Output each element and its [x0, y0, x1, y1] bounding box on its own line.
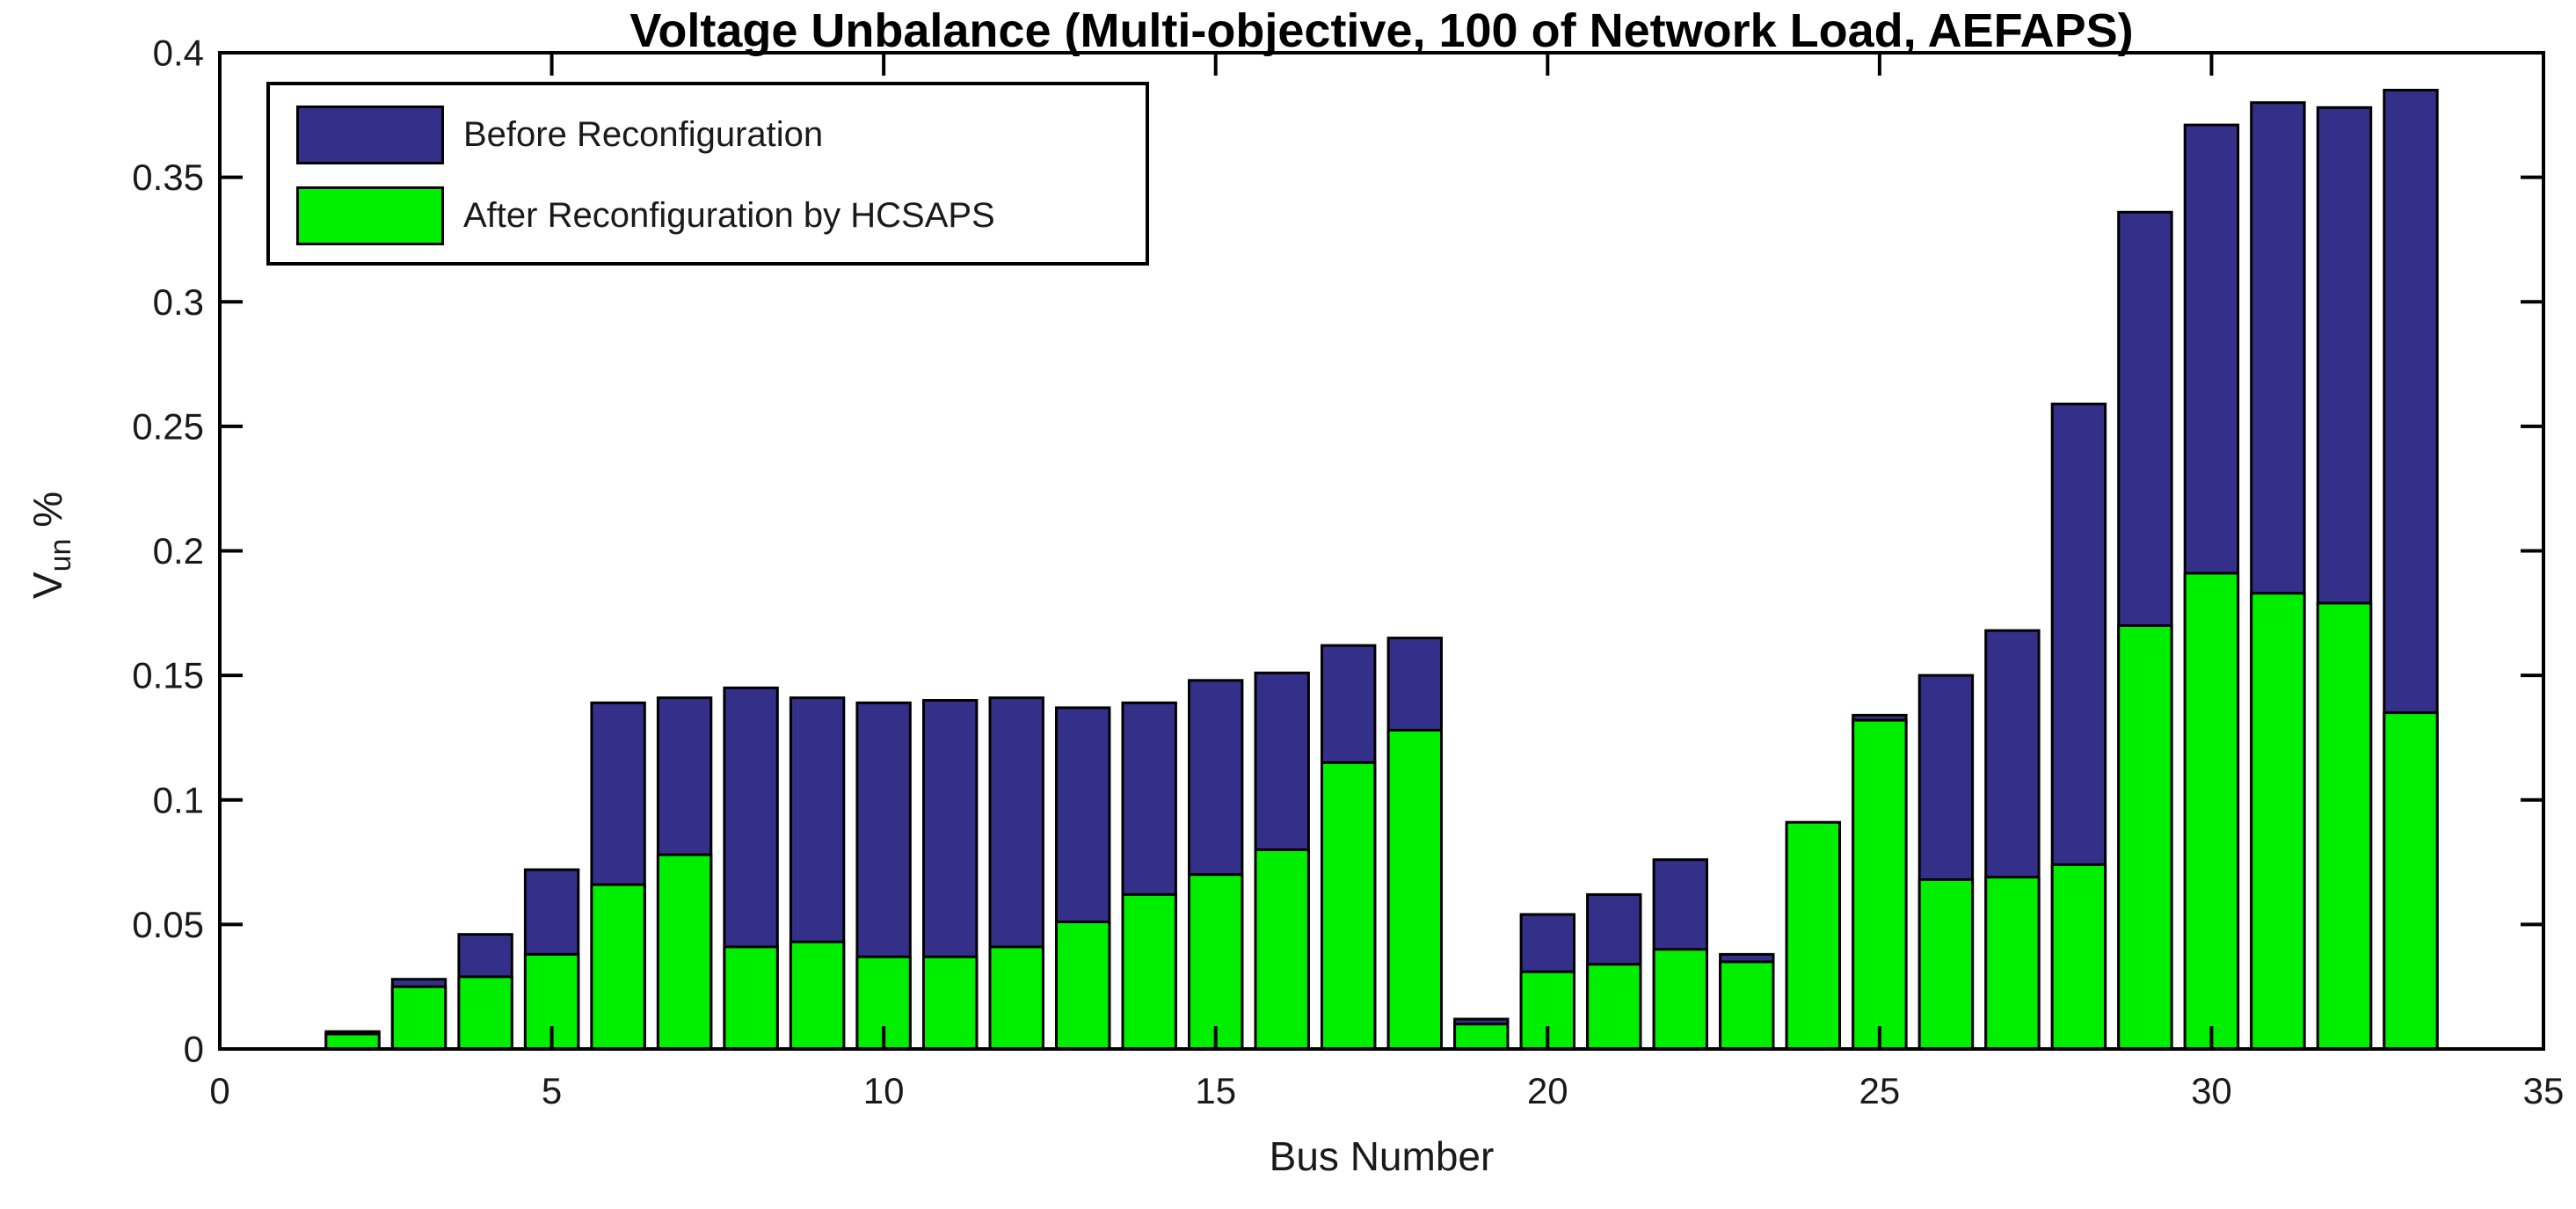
bar-after-bus-7 — [656, 853, 713, 1051]
bar-after-bus-21 — [1586, 963, 1642, 1051]
x-tick-label: 35 — [2523, 1070, 2565, 1111]
bar-after-bus-3 — [390, 985, 448, 1051]
bar-after-bus-33 — [2383, 711, 2439, 1051]
bar-after-bus-27 — [1984, 876, 2041, 1051]
y-tick-label: 0.05 — [132, 904, 204, 945]
y-tick-label: 0 — [184, 1029, 204, 1070]
y-tick-label: 0.25 — [132, 405, 204, 447]
x-tick-label: 0 — [209, 1070, 229, 1111]
bar-after-bus-13 — [1055, 921, 1111, 1051]
legend-label-after: After Reconfiguration by HCSAPS — [463, 196, 995, 235]
bar-after-bus-16 — [1254, 848, 1310, 1051]
x-tick-label: 15 — [1195, 1070, 1236, 1111]
bar-after-bus-25 — [1852, 718, 1908, 1051]
bar-after-bus-26 — [1917, 878, 1975, 1051]
after-swatch-icon — [296, 186, 444, 245]
bar-after-bus-14 — [1121, 892, 1177, 1051]
x-tick-label: 20 — [1527, 1070, 1568, 1111]
y-tick-label: 0.15 — [132, 655, 204, 696]
x-tick-label: 25 — [1859, 1070, 1900, 1111]
bar-after-bus-17 — [1321, 761, 1377, 1051]
x-tick-label: 10 — [863, 1070, 905, 1111]
y-tick-label: 0.35 — [132, 157, 204, 198]
y-tick-label: 0.2 — [153, 530, 204, 572]
y-tick-label: 0.1 — [153, 779, 204, 820]
bar-after-bus-18 — [1386, 728, 1443, 1051]
bar-after-bus-24 — [1785, 820, 1841, 1051]
bar-after-bus-28 — [2050, 863, 2107, 1051]
bar-after-bus-19 — [1453, 1023, 1510, 1051]
bar-after-bus-11 — [922, 955, 979, 1051]
before-swatch-icon — [296, 106, 444, 164]
bar-after-bus-2 — [324, 1032, 381, 1051]
legend: Before Reconfiguration After Reconfigura… — [266, 82, 1149, 266]
legend-item-after: After Reconfiguration by HCSAPS — [296, 186, 995, 245]
bar-after-bus-12 — [988, 945, 1044, 1051]
bar-after-bus-22 — [1652, 948, 1708, 1051]
x-tick-label: 5 — [542, 1070, 562, 1111]
bar-after-bus-31 — [2250, 592, 2306, 1051]
legend-item-before: Before Reconfiguration — [296, 106, 823, 164]
bar-after-bus-32 — [2316, 601, 2373, 1051]
bar-after-bus-4 — [457, 975, 513, 1051]
bar-after-bus-8 — [723, 945, 779, 1051]
y-tick-label: 0.4 — [153, 33, 204, 74]
y-tick-label: 0.3 — [153, 281, 204, 323]
bar-after-bus-23 — [1719, 960, 1775, 1051]
x-tick-label: 30 — [2191, 1070, 2232, 1111]
bar-after-bus-29 — [2117, 624, 2173, 1051]
chart-title: Voltage Unbalance (Multi-objective, 100 … — [629, 4, 2134, 57]
bar-after-bus-6 — [590, 883, 646, 1051]
y-axis-label: Vun % — [24, 491, 78, 600]
bar-after-bus-9 — [789, 940, 846, 1051]
bar-after-bus-15 — [1188, 873, 1244, 1051]
bar-after-bus-30 — [2183, 572, 2240, 1051]
legend-label-before: Before Reconfiguration — [463, 115, 824, 154]
x-axis-label: Bus Number — [1269, 1133, 1495, 1179]
